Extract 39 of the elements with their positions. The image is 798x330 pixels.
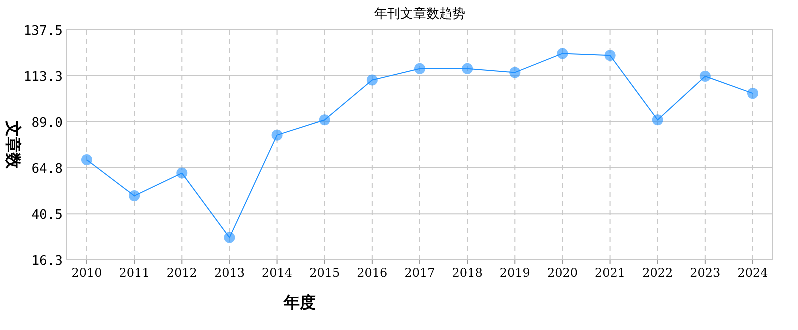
x-tick-label: 2016 (357, 266, 388, 280)
y-tick-label: 89.0 (32, 116, 63, 132)
x-tick-label: 2023 (690, 266, 721, 280)
point (129, 190, 140, 202)
x-tick-label: 2017 (404, 266, 436, 280)
point (510, 67, 521, 78)
point (319, 114, 330, 126)
point (700, 70, 711, 82)
x-tick-label: 2015 (310, 266, 340, 280)
x-tick-label: 2018 (452, 266, 483, 280)
x-tick-label: 2014 (262, 266, 293, 280)
point (557, 48, 568, 60)
x-tick-label: 2013 (214, 266, 245, 280)
point (82, 154, 92, 166)
x-tick-label: 2011 (119, 266, 150, 280)
x-axis-title: 年度 (283, 293, 316, 312)
y-tick-label: 40.5 (32, 208, 63, 224)
x-tick-label: 2019 (500, 266, 530, 280)
x-tick-label: 2012 (166, 266, 198, 280)
point (462, 63, 474, 74)
point (272, 130, 283, 141)
x-tick-label: 2022 (642, 266, 674, 280)
point (224, 232, 236, 244)
x-tick-label: 2024 (738, 266, 769, 280)
y-tick-label: 137.5 (24, 24, 63, 39)
x-tick-label: 2010 (72, 266, 102, 280)
y-tick-label: 16.3 (32, 254, 63, 269)
point (748, 88, 758, 100)
x-tick-label: 2020 (547, 266, 578, 280)
y-tick-label: 64.8 (32, 162, 63, 177)
point (176, 168, 188, 179)
x-tick-label: 2021 (595, 266, 626, 280)
y-tick-label: 113.3 (24, 70, 63, 85)
point (604, 50, 616, 62)
chart-title: 年刊文章数趋势 (374, 7, 466, 22)
y-axis-title: 文章数 (4, 120, 23, 170)
point (414, 63, 426, 74)
point (366, 74, 378, 86)
point (652, 114, 664, 126)
